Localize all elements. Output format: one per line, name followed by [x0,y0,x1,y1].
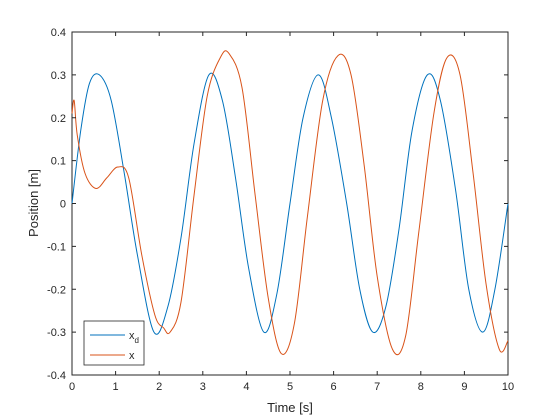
x-tick-label: 0 [69,381,75,393]
x-tick-label: 6 [331,381,337,393]
plot-area: 0 1 2 3 4 5 6 7 8 9 10 -0.4 -0.3 -0.2 -0.1 0 0.1 0.2 0.3 0.… [47,27,514,393]
x-tick-label: 8 [418,381,424,393]
legend-label-xd-base: x [129,330,135,342]
x-tick-label: 4 [243,381,249,393]
y-tick-label: -0.4 [47,370,66,382]
legend: xd x [83,320,145,366]
x-tick-label: 9 [461,381,467,393]
legend-label-xd-sub: d [135,336,139,345]
legend-box [83,320,145,366]
y-tick-label: -0.2 [47,284,66,296]
y-tick-label: 0.1 [51,156,66,168]
x-tick-label: 10 [502,381,514,393]
y-tick-label: 0.2 [51,113,66,125]
series-layer [71,50,509,356]
x-tick-label: 2 [156,381,162,393]
legend-label-xd: xd [129,330,139,345]
series-line-x [71,50,509,356]
x-tick-label: 3 [200,381,206,393]
x-tick-label: 7 [374,381,380,393]
ticks-layer: 0 1 2 3 4 5 6 7 8 9 10 -0.4 -0.3 -0.2 -0.1 0 0.1 0.2 0.3 0.… [47,27,514,393]
legend-label-x: x [129,350,135,362]
series-line-xd [71,72,509,335]
y-tick-label: 0 [60,199,66,211]
y-tick-label: -0.3 [47,327,66,339]
x-tick-label: 1 [113,381,119,393]
y-tick-label: 0.4 [51,27,66,39]
y-axis-label: Position [m] [26,169,41,237]
x-axis-label: Time [s] [267,400,313,415]
y-tick-label: -0.1 [47,241,66,253]
y-tick-label: 0.3 [51,70,66,82]
x-tick-label: 5 [287,381,293,393]
